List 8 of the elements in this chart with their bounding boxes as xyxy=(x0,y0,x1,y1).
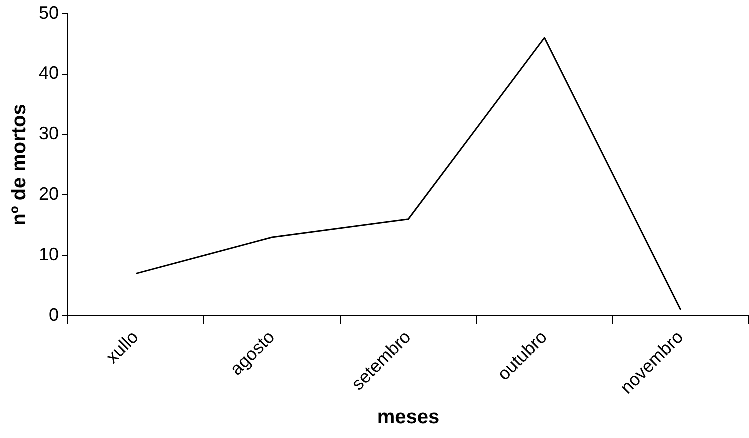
y-tick-label: 40 xyxy=(38,63,60,84)
y-tick-label: 0 xyxy=(49,305,60,326)
y-tick-label: 20 xyxy=(38,184,60,204)
y-tick-label: 50 xyxy=(38,2,60,23)
y-tick-label: 10 xyxy=(38,244,60,265)
x-axis-title: meses xyxy=(377,406,440,429)
y-tick-label: 30 xyxy=(38,124,60,144)
y-axis-title: nº de mortos xyxy=(8,104,31,226)
